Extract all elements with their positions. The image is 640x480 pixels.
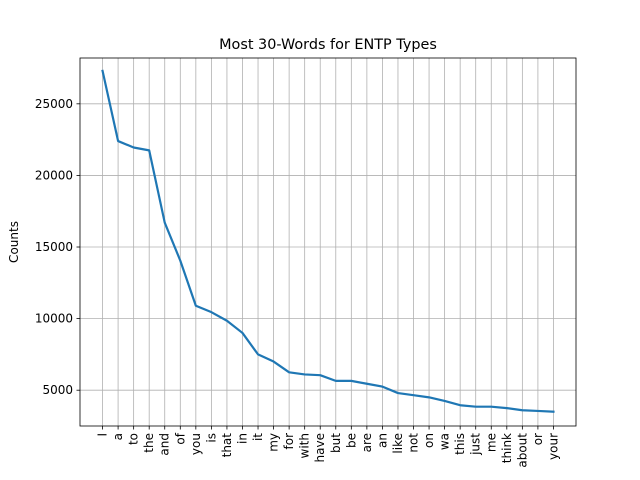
- x-tick-label: a: [111, 433, 125, 440]
- x-tick-label: the: [142, 433, 156, 453]
- x-tick-label: think: [500, 433, 514, 463]
- x-tick-label: and: [158, 433, 172, 456]
- x-tick-label: to: [127, 433, 141, 445]
- x-tick-label: just: [469, 433, 483, 456]
- y-tick-label: 15000: [35, 240, 73, 254]
- x-tick-label: or: [531, 433, 545, 445]
- x-tick-label: be: [344, 433, 358, 448]
- series-line: [101, 69, 555, 413]
- x-tick-label: I: [96, 433, 110, 437]
- x-tick-label: not: [407, 433, 421, 453]
- x-tick-label: of: [173, 432, 187, 444]
- x-tick-label: for: [282, 433, 296, 450]
- x-tick-label: are: [360, 433, 374, 452]
- x-tick-label: about: [515, 433, 529, 468]
- y-tick-label: 20000: [35, 168, 73, 182]
- grid: [80, 58, 576, 426]
- x-tick-label: you: [189, 433, 203, 455]
- x-tick-label: your: [546, 433, 560, 460]
- y-tick-label: 10000: [35, 312, 73, 326]
- y-tick-label: 5000: [42, 383, 73, 397]
- x-tick-label: my: [267, 433, 281, 452]
- x-tick-label: wa: [438, 433, 452, 450]
- plot-area-frame: [79, 57, 577, 427]
- x-tick-label: is: [204, 433, 218, 443]
- x-tick-label: this: [453, 433, 467, 455]
- x-tick-label: it: [251, 433, 265, 441]
- x-tick-label: on: [422, 433, 436, 448]
- x-tick-label: have: [313, 433, 327, 462]
- x-tick-label: an: [375, 433, 389, 448]
- y-axis: 5000 10000 15000 20000 25000: [35, 97, 80, 397]
- y-axis-label: Counts: [7, 221, 21, 263]
- x-tick-label: that: [220, 433, 234, 458]
- series-line-layer: [101, 69, 555, 413]
- x-tick-label: like: [391, 433, 405, 454]
- x-tick-label: with: [298, 433, 312, 458]
- x-tick-label: in: [235, 433, 249, 444]
- x-tick-label: but: [329, 433, 343, 453]
- x-tick-label: me: [484, 433, 498, 452]
- chart-title: Most 30-Words for ENTP Types: [219, 37, 437, 53]
- y-tick-label: 25000: [35, 97, 73, 111]
